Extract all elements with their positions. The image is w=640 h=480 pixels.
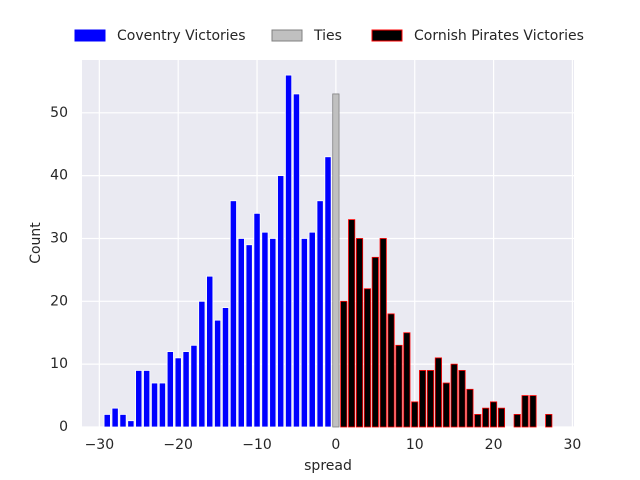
legend-swatch xyxy=(74,29,106,42)
bar xyxy=(174,357,182,428)
x-tick-label: −20 xyxy=(163,437,193,453)
bar xyxy=(387,313,395,428)
bar xyxy=(324,156,332,428)
bar xyxy=(363,288,371,428)
bar xyxy=(277,175,285,428)
bar xyxy=(127,420,135,428)
bar xyxy=(237,238,245,428)
y-tick-label: 50 xyxy=(50,105,68,121)
bar xyxy=(458,370,466,428)
bar xyxy=(355,238,364,428)
y-axis-label: Count xyxy=(28,222,44,264)
bar xyxy=(450,363,458,428)
bar xyxy=(497,407,506,428)
bar xyxy=(403,332,411,428)
bar xyxy=(442,382,450,428)
bar xyxy=(340,300,348,428)
x-axis-label: spread xyxy=(304,458,352,474)
legend-label: Coventry Victories xyxy=(117,28,246,44)
bar xyxy=(434,357,442,428)
bar xyxy=(206,275,214,428)
bar xyxy=(482,407,490,428)
bar xyxy=(316,200,324,428)
y-tick-label: 30 xyxy=(50,230,68,246)
bar xyxy=(166,351,174,428)
bar xyxy=(379,238,387,428)
bar xyxy=(135,370,143,428)
bar xyxy=(466,388,474,428)
bar xyxy=(182,351,190,428)
bar xyxy=(190,344,198,428)
bar xyxy=(292,93,301,428)
bar xyxy=(371,256,379,428)
legend-swatch xyxy=(371,29,403,42)
bar xyxy=(545,414,553,428)
bar xyxy=(103,414,111,428)
x-tick-label: 30 xyxy=(564,437,582,453)
bar xyxy=(158,382,166,428)
bar xyxy=(474,414,482,428)
y-tick-label: 0 xyxy=(59,419,68,435)
y-tick-label: 20 xyxy=(50,293,68,309)
legend-label: Ties xyxy=(313,28,342,44)
x-tick-label: 0 xyxy=(331,437,340,453)
bar xyxy=(261,231,269,428)
bar xyxy=(143,370,151,428)
y-tick-label: 10 xyxy=(50,356,68,372)
y-tick-label: 40 xyxy=(50,168,68,184)
bar xyxy=(332,93,340,428)
bar xyxy=(150,382,159,428)
bar xyxy=(513,414,521,428)
bar xyxy=(395,344,403,428)
bar xyxy=(198,300,206,428)
bar xyxy=(348,219,356,428)
x-tick-label: 10 xyxy=(406,437,424,453)
bar xyxy=(529,395,537,428)
bar xyxy=(253,212,261,428)
x-tick-label: −10 xyxy=(242,437,272,453)
x-tick-label: −30 xyxy=(85,437,115,453)
bar xyxy=(229,200,237,428)
bar xyxy=(111,407,119,428)
x-tick-label: 20 xyxy=(485,437,503,453)
legend-label: Cornish Pirates Victories xyxy=(414,28,584,44)
bar xyxy=(245,244,253,428)
bar xyxy=(411,401,419,428)
bar xyxy=(419,370,427,428)
legend-swatch xyxy=(271,29,303,42)
bar xyxy=(300,238,308,428)
bar xyxy=(285,74,293,428)
bar xyxy=(269,238,277,428)
bar xyxy=(490,401,498,428)
bar xyxy=(426,370,435,428)
bar xyxy=(308,231,316,428)
bar xyxy=(214,319,222,428)
bar xyxy=(119,414,127,428)
bar xyxy=(221,307,230,428)
bar xyxy=(521,395,529,428)
